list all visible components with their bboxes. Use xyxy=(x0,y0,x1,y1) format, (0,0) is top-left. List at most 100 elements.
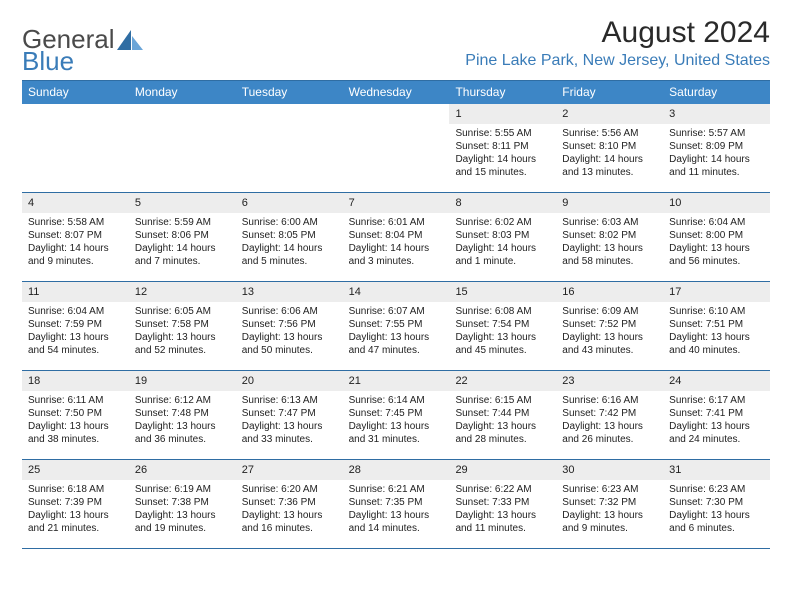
day-sunset: Sunset: 8:07 PM xyxy=(28,229,123,242)
day-number: 7 xyxy=(343,193,450,213)
day-number: 22 xyxy=(449,371,556,391)
day-cell: 30Sunrise: 6:23 AMSunset: 7:32 PMDayligh… xyxy=(556,460,663,548)
day-sunrise: Sunrise: 6:03 AM xyxy=(562,216,657,229)
day-sunrise: Sunrise: 6:23 AM xyxy=(669,483,764,496)
day-day2: and 33 minutes. xyxy=(242,433,337,446)
day-day2: and 19 minutes. xyxy=(135,522,230,535)
day-day1: Daylight: 14 hours xyxy=(28,242,123,255)
day-body: Sunrise: 6:19 AMSunset: 7:38 PMDaylight:… xyxy=(129,480,236,539)
day-day2: and 9 minutes. xyxy=(562,522,657,535)
day-day1: Daylight: 14 hours xyxy=(242,242,337,255)
day-sunset: Sunset: 7:52 PM xyxy=(562,318,657,331)
day-day1: Daylight: 13 hours xyxy=(562,509,657,522)
day-day2: and 31 minutes. xyxy=(349,433,444,446)
day-sunrise: Sunrise: 5:57 AM xyxy=(669,127,764,140)
day-day2: and 36 minutes. xyxy=(135,433,230,446)
location-text: Pine Lake Park, New Jersey, United State… xyxy=(465,52,770,70)
day-day1: Daylight: 13 hours xyxy=(28,331,123,344)
weekday-header: Tuesday xyxy=(236,81,343,104)
brand-text-2: Blue xyxy=(22,46,74,77)
day-day2: and 16 minutes. xyxy=(242,522,337,535)
day-cell: 13Sunrise: 6:06 AMSunset: 7:56 PMDayligh… xyxy=(236,282,343,370)
day-cell: 21Sunrise: 6:14 AMSunset: 7:45 PMDayligh… xyxy=(343,371,450,459)
day-day1: Daylight: 13 hours xyxy=(669,420,764,433)
day-body: Sunrise: 6:03 AMSunset: 8:02 PMDaylight:… xyxy=(556,213,663,272)
weekday-header: Friday xyxy=(556,81,663,104)
day-day1: Daylight: 13 hours xyxy=(242,509,337,522)
day-body: Sunrise: 6:06 AMSunset: 7:56 PMDaylight:… xyxy=(236,302,343,361)
day-day1: Daylight: 14 hours xyxy=(455,153,550,166)
day-sunrise: Sunrise: 6:06 AM xyxy=(242,305,337,318)
day-day2: and 50 minutes. xyxy=(242,344,337,357)
day-sunset: Sunset: 7:42 PM xyxy=(562,407,657,420)
day-body: Sunrise: 6:00 AMSunset: 8:05 PMDaylight:… xyxy=(236,213,343,272)
day-day1: Daylight: 13 hours xyxy=(242,331,337,344)
day-day2: and 43 minutes. xyxy=(562,344,657,357)
day-day1: Daylight: 13 hours xyxy=(135,331,230,344)
sail-icon xyxy=(117,30,143,50)
day-day1: Daylight: 13 hours xyxy=(349,331,444,344)
day-sunrise: Sunrise: 6:13 AM xyxy=(242,394,337,407)
day-sunset: Sunset: 7:44 PM xyxy=(455,407,550,420)
day-sunset: Sunset: 7:32 PM xyxy=(562,496,657,509)
day-number: 5 xyxy=(129,193,236,213)
day-body: Sunrise: 6:08 AMSunset: 7:54 PMDaylight:… xyxy=(449,302,556,361)
day-cell: 17Sunrise: 6:10 AMSunset: 7:51 PMDayligh… xyxy=(663,282,770,370)
day-day1: Daylight: 14 hours xyxy=(562,153,657,166)
day-sunrise: Sunrise: 6:17 AM xyxy=(669,394,764,407)
day-day1: Daylight: 14 hours xyxy=(135,242,230,255)
day-day1: Daylight: 13 hours xyxy=(242,420,337,433)
day-sunset: Sunset: 8:04 PM xyxy=(349,229,444,242)
day-day2: and 3 minutes. xyxy=(349,255,444,268)
day-cell: 2Sunrise: 5:56 AMSunset: 8:10 PMDaylight… xyxy=(556,104,663,192)
day-sunrise: Sunrise: 5:58 AM xyxy=(28,216,123,229)
day-sunset: Sunset: 7:36 PM xyxy=(242,496,337,509)
day-body: Sunrise: 6:21 AMSunset: 7:35 PMDaylight:… xyxy=(343,480,450,539)
day-sunrise: Sunrise: 6:16 AM xyxy=(562,394,657,407)
day-sunset: Sunset: 8:09 PM xyxy=(669,140,764,153)
day-body: Sunrise: 6:15 AMSunset: 7:44 PMDaylight:… xyxy=(449,391,556,450)
week-row: 1Sunrise: 5:55 AMSunset: 8:11 PMDaylight… xyxy=(22,104,770,193)
day-sunset: Sunset: 7:54 PM xyxy=(455,318,550,331)
day-body: Sunrise: 5:59 AMSunset: 8:06 PMDaylight:… xyxy=(129,213,236,272)
day-day2: and 45 minutes. xyxy=(455,344,550,357)
day-sunrise: Sunrise: 6:04 AM xyxy=(28,305,123,318)
day-sunset: Sunset: 7:41 PM xyxy=(669,407,764,420)
day-cell: 19Sunrise: 6:12 AMSunset: 7:48 PMDayligh… xyxy=(129,371,236,459)
day-day1: Daylight: 13 hours xyxy=(455,509,550,522)
day-day1: Daylight: 13 hours xyxy=(28,509,123,522)
day-day1: Daylight: 13 hours xyxy=(135,509,230,522)
day-sunrise: Sunrise: 6:07 AM xyxy=(349,305,444,318)
day-day2: and 40 minutes. xyxy=(669,344,764,357)
day-sunset: Sunset: 7:51 PM xyxy=(669,318,764,331)
day-day2: and 5 minutes. xyxy=(242,255,337,268)
day-day1: Daylight: 13 hours xyxy=(349,509,444,522)
title-block: August 2024 Pine Lake Park, New Jersey, … xyxy=(465,16,770,70)
day-cell: 29Sunrise: 6:22 AMSunset: 7:33 PMDayligh… xyxy=(449,460,556,548)
page-header: General August 2024 Pine Lake Park, New … xyxy=(22,16,770,70)
day-sunset: Sunset: 7:45 PM xyxy=(349,407,444,420)
day-body: Sunrise: 6:13 AMSunset: 7:47 PMDaylight:… xyxy=(236,391,343,450)
day-cell: 25Sunrise: 6:18 AMSunset: 7:39 PMDayligh… xyxy=(22,460,129,548)
day-sunrise: Sunrise: 6:01 AM xyxy=(349,216,444,229)
day-sunset: Sunset: 7:55 PM xyxy=(349,318,444,331)
day-sunrise: Sunrise: 6:12 AM xyxy=(135,394,230,407)
day-body: Sunrise: 6:20 AMSunset: 7:36 PMDaylight:… xyxy=(236,480,343,539)
day-day1: Daylight: 13 hours xyxy=(349,420,444,433)
day-number: 27 xyxy=(236,460,343,480)
day-day2: and 13 minutes. xyxy=(562,166,657,179)
day-day1: Daylight: 14 hours xyxy=(669,153,764,166)
day-sunrise: Sunrise: 6:21 AM xyxy=(349,483,444,496)
day-cell: 15Sunrise: 6:08 AMSunset: 7:54 PMDayligh… xyxy=(449,282,556,370)
day-body: Sunrise: 6:17 AMSunset: 7:41 PMDaylight:… xyxy=(663,391,770,450)
day-day2: and 11 minutes. xyxy=(669,166,764,179)
day-cell: 12Sunrise: 6:05 AMSunset: 7:58 PMDayligh… xyxy=(129,282,236,370)
day-number: 3 xyxy=(663,104,770,124)
day-number: 16 xyxy=(556,282,663,302)
day-day1: Daylight: 13 hours xyxy=(455,420,550,433)
weekday-header: Saturday xyxy=(663,81,770,104)
day-sunrise: Sunrise: 6:09 AM xyxy=(562,305,657,318)
day-day1: Daylight: 13 hours xyxy=(669,331,764,344)
day-sunset: Sunset: 7:33 PM xyxy=(455,496,550,509)
day-sunrise: Sunrise: 6:15 AM xyxy=(455,394,550,407)
